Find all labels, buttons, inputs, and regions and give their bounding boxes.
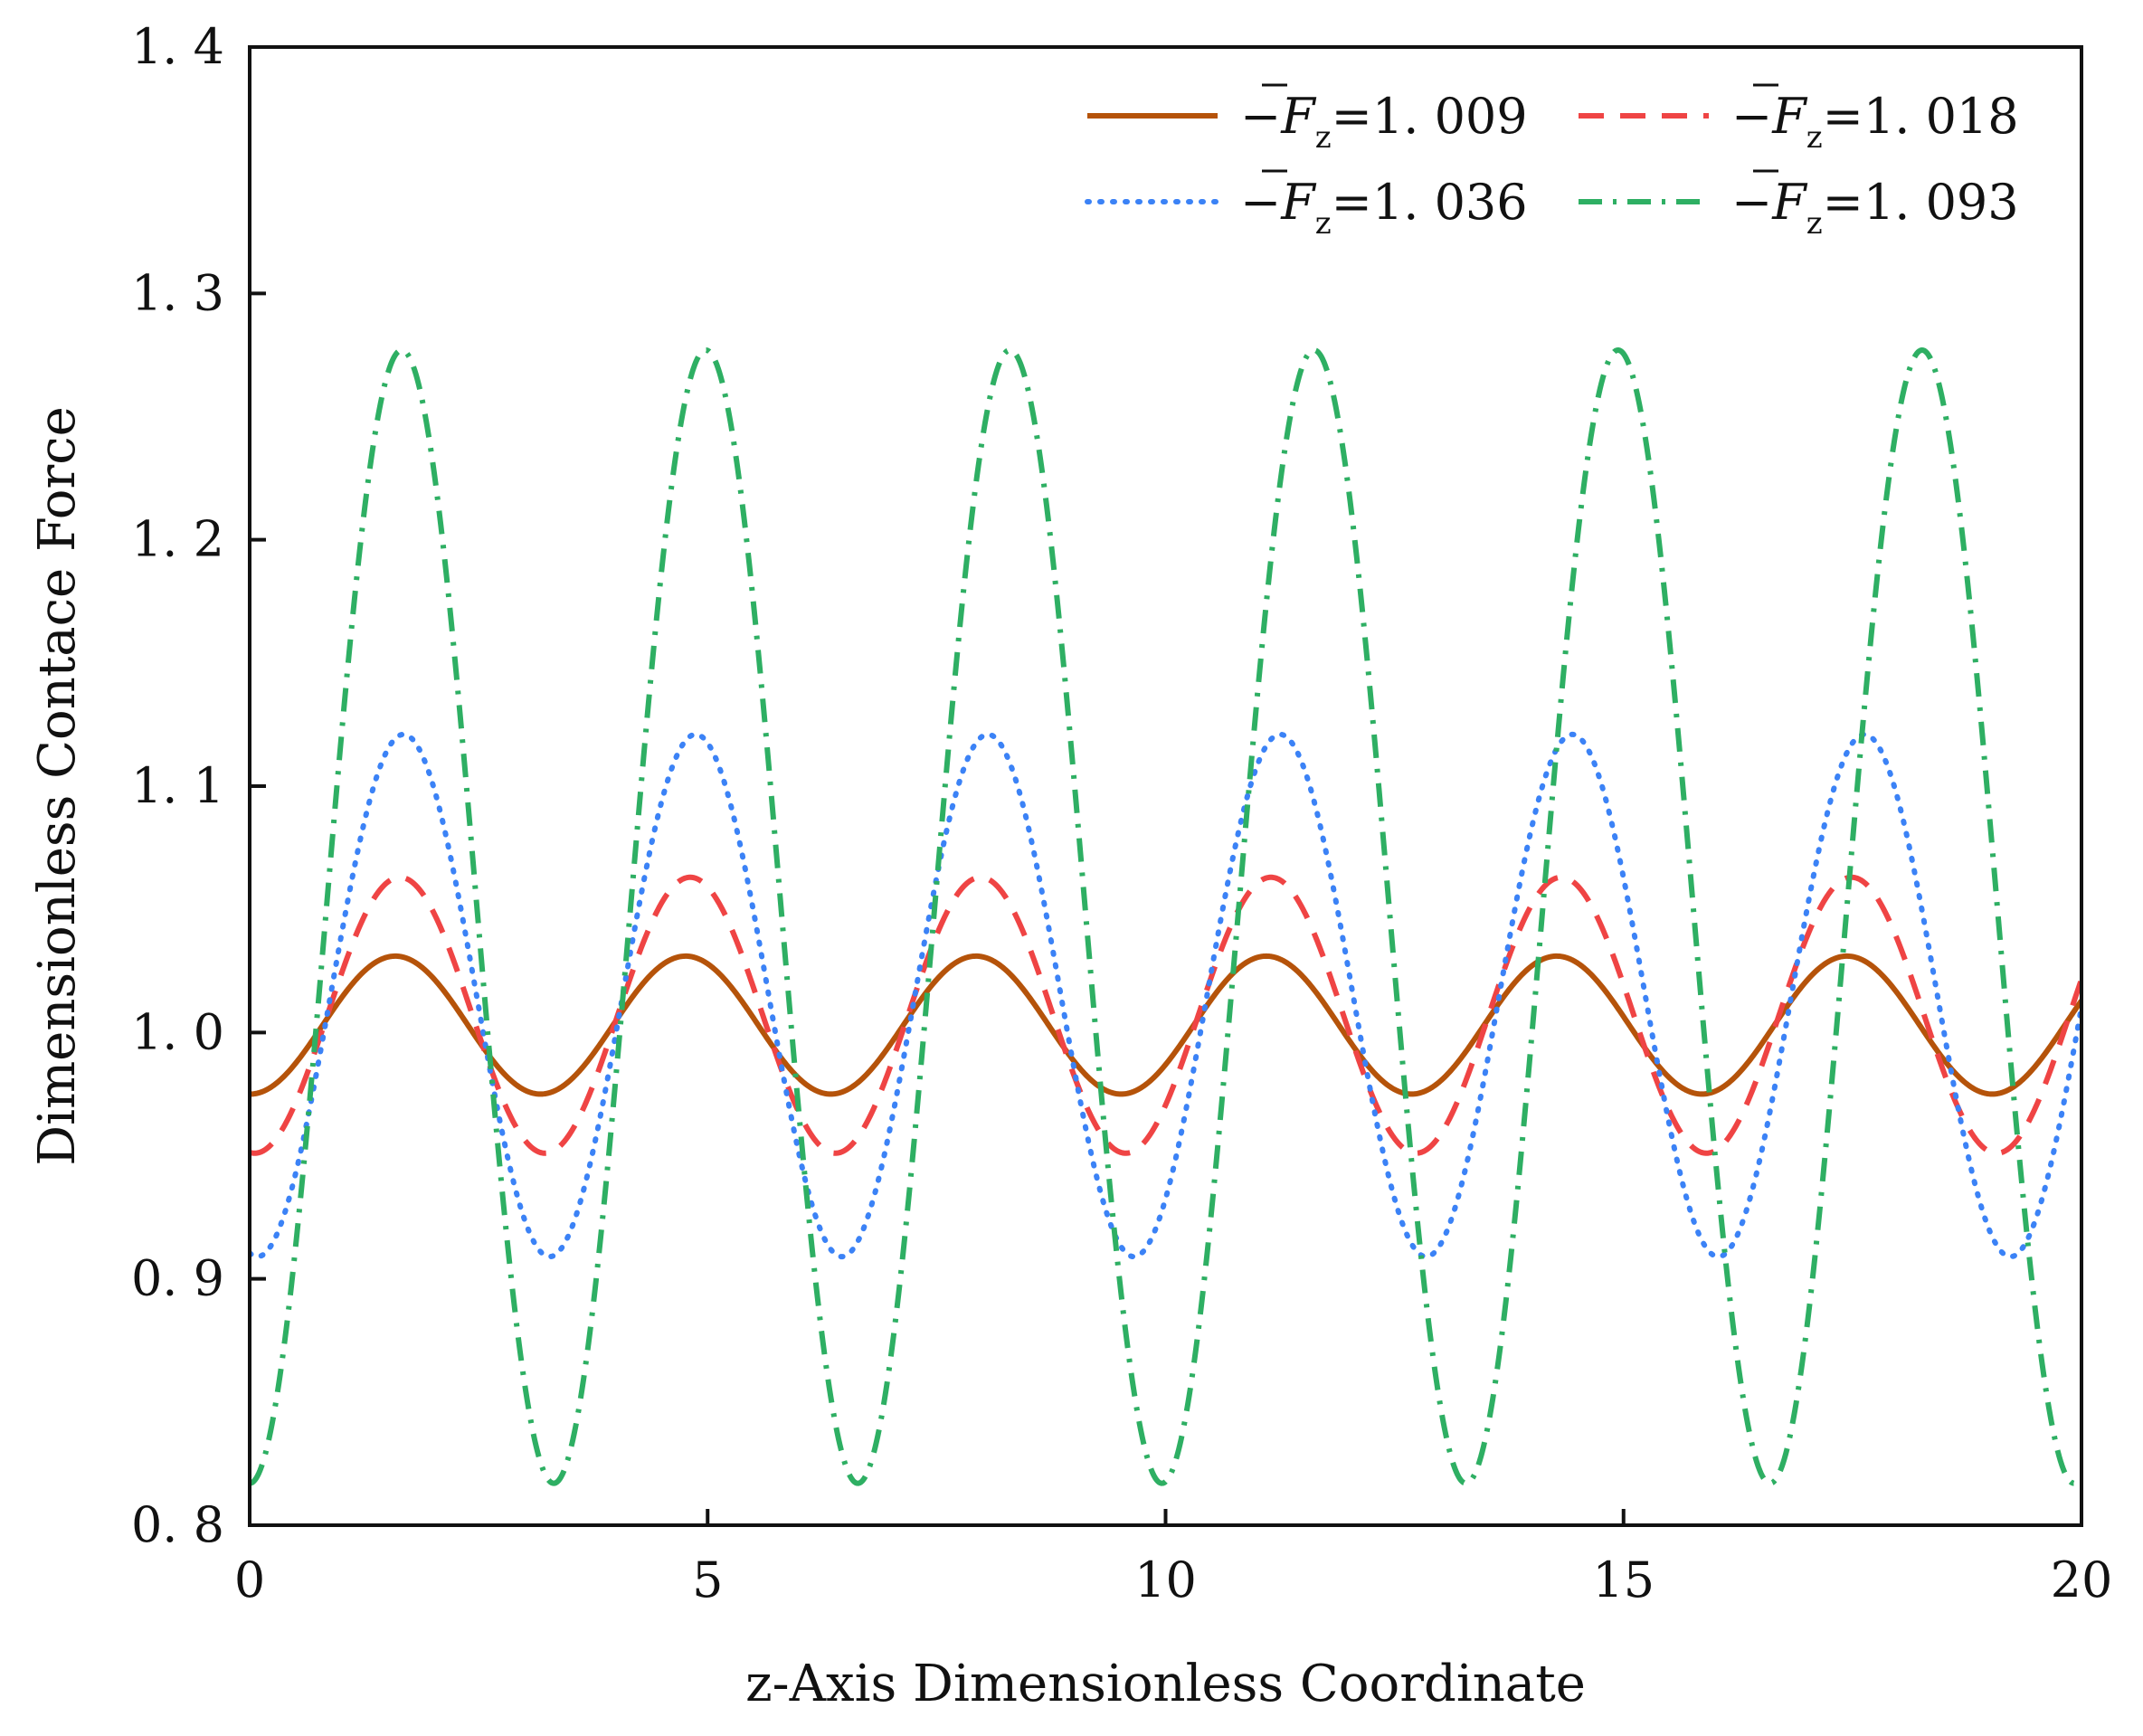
legend-symbol-1: F (1280, 88, 1317, 145)
legend-subscript-3: z (1315, 205, 1332, 242)
legend-symbol-2: F (1771, 88, 1808, 145)
legend-symbol-4: F (1771, 174, 1808, 231)
x-tick-label-4: 15 (1592, 1551, 1655, 1608)
legend-subscript-1: z (1315, 119, 1332, 156)
legend-label-3: −Fz=1. 036 (1240, 174, 1528, 242)
x-tick-label-3: 10 (1134, 1551, 1197, 1608)
series-line-4 (250, 346, 2081, 1486)
x-tick-label-2: 5 (692, 1551, 723, 1608)
legend-value-3: =1. 036 (1332, 174, 1528, 231)
series-4-group (250, 346, 2081, 1486)
legend-label-1: −Fz=1. 009 (1240, 88, 1528, 156)
legend-prefix-3: − (1240, 174, 1281, 231)
series-line-1 (250, 953, 2081, 1097)
legend-prefix-2: − (1731, 88, 1772, 145)
x-axis-label: z-Axis Dimensionless Coordinate (745, 1655, 1586, 1713)
y-tick-label-1: 0. 8 (131, 1496, 224, 1553)
legend-item-2: −Fz=1. 018 (1579, 83, 2019, 156)
legend: −Fz=1. 009 −Fz=1. 018−Fz=1. 036 −Fz=1. 093 (1085, 83, 2019, 242)
y-tick-label-7: 1. 4 (131, 18, 224, 75)
legend-subscript-4: z (1806, 205, 1823, 242)
y-tick-label-4: 1. 1 (131, 757, 224, 814)
legend-subscript-2: z (1806, 119, 1823, 156)
axis-labels: z-Axis Dimensionless Coordinate Dimension… (28, 406, 1586, 1713)
y-tick-label-5: 1. 2 (131, 511, 224, 568)
plot-frame (248, 45, 2083, 1527)
plot-area (250, 346, 2081, 1486)
legend-label-2: −Fz=1. 018 (1731, 88, 2019, 156)
legend-label-4: −Fz=1. 093 (1731, 174, 2019, 242)
y-tick-label-2: 0. 9 (131, 1250, 224, 1307)
legend-value-1: =1. 009 (1332, 88, 1528, 145)
series-1-group (250, 953, 2081, 1097)
series-3-group (250, 731, 2081, 1260)
x-tick-label-1: 0 (234, 1551, 265, 1608)
legend-item-3: −Fz=1. 036 (1085, 169, 1528, 242)
legend-prefix-4: − (1731, 174, 1772, 231)
y-tick-label-3: 1. 0 (131, 1003, 224, 1060)
series-line-3 (250, 731, 2081, 1260)
legend-value-2: =1. 018 (1823, 88, 2019, 145)
legend-item-1: −Fz=1. 009 (1087, 83, 1528, 156)
legend-item-4: −Fz=1. 093 (1579, 169, 2019, 242)
legend-symbol-3: F (1280, 174, 1317, 231)
y-axis-label: Dimensionless Contace Force (28, 406, 87, 1165)
series-line-2 (250, 874, 2081, 1156)
axes: 0 5 10 15 20 0. 8 0. 9 1. 0 1. 1 1. 2 1. 3 1. 4 (131, 18, 2112, 1608)
y-tick-label-6: 1. 3 (131, 264, 224, 321)
legend-prefix-1: − (1240, 88, 1281, 145)
legend-value-4: =1. 093 (1823, 174, 2019, 231)
x-tick-label-5: 20 (2051, 1551, 2113, 1608)
series-2-group (250, 874, 2081, 1156)
